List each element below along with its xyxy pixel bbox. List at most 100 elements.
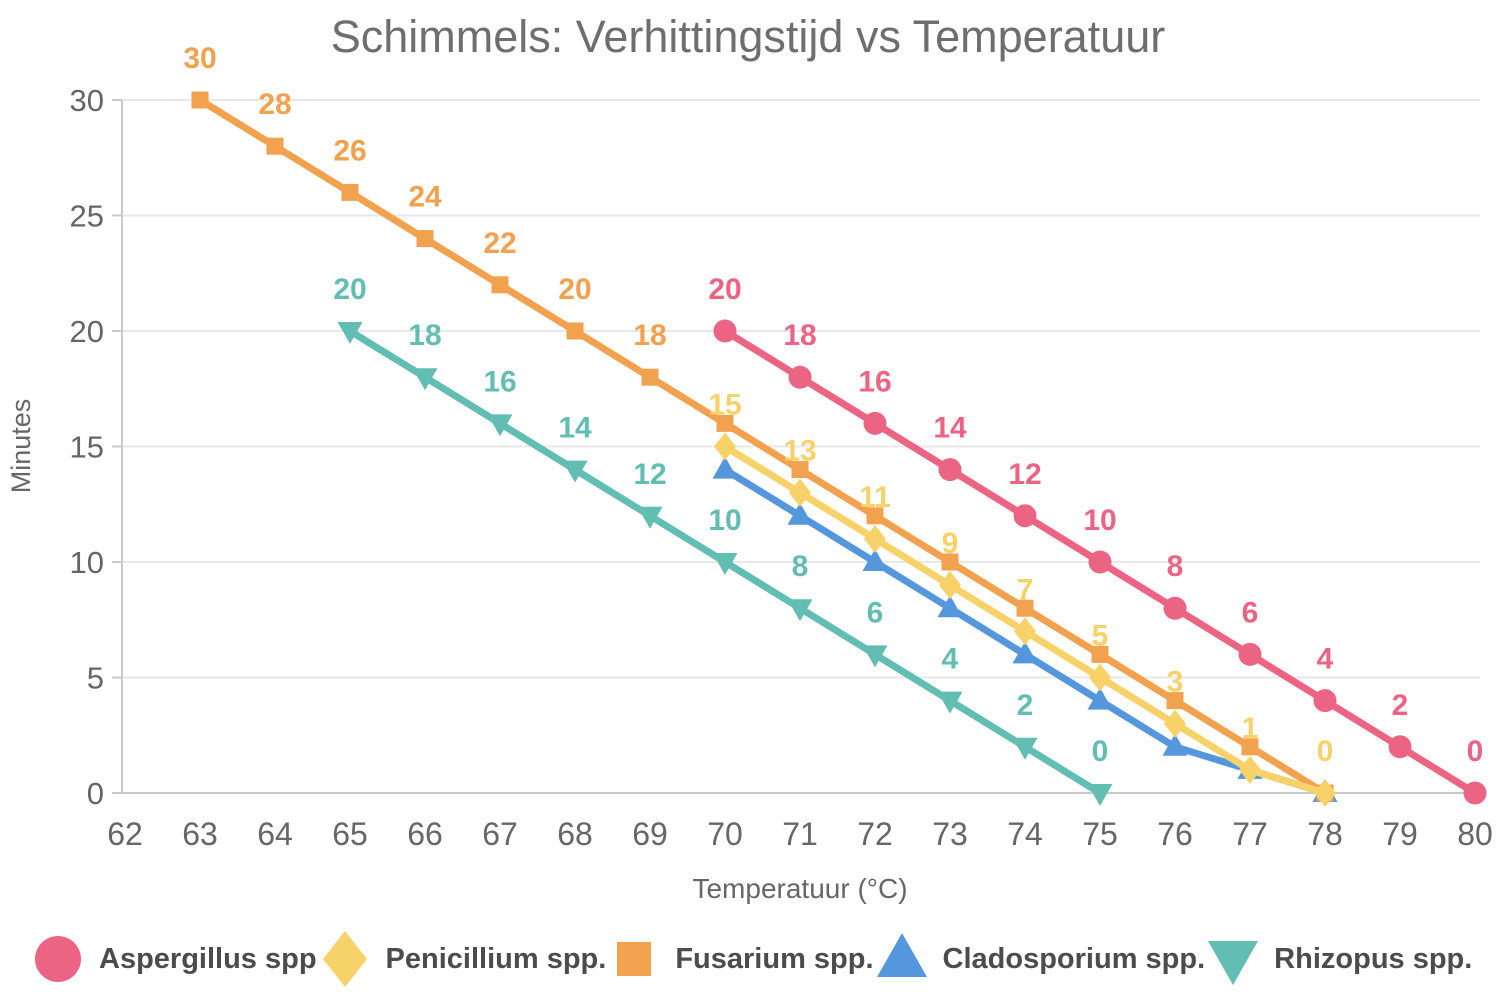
x-tick-label: 76 [1157, 816, 1193, 852]
marker-rhizopus-spp [637, 506, 663, 529]
marker-penicillium-spp [1239, 755, 1261, 784]
y-tick-label: 5 [87, 661, 104, 696]
marker-fusarium-spp [641, 368, 659, 386]
y-tick-label: 10 [70, 545, 104, 580]
x-tick-label: 77 [1232, 816, 1268, 852]
legend-marker-penicillium-spp [322, 931, 367, 987]
fusarium-spp-legend-square-icon [617, 942, 652, 976]
rhizopus-spp-legend-triangle-down-icon [1208, 941, 1259, 985]
point-label-layer: 2018161412108642015131197531030282624222… [183, 42, 1483, 768]
point-label-rhizopus-spp: 12 [633, 458, 666, 491]
marker-aspergillus-spp [788, 365, 812, 389]
point-label-penicillium-spp: 13 [783, 435, 816, 468]
x-tick-label: 78 [1307, 816, 1343, 852]
legend-label-fusarium-spp: Fusarium spp. [675, 942, 874, 975]
marker-fusarium-spp [791, 461, 809, 479]
point-label-rhizopus-spp: 10 [708, 504, 741, 537]
point-label-aspergillus-spp: 18 [783, 319, 816, 352]
x-axis-title: Temperatuur (°C) [692, 873, 907, 904]
point-label-rhizopus-spp: 4 [942, 643, 959, 676]
point-label-fusarium-spp: 26 [333, 134, 366, 167]
point-label-rhizopus-spp: 0 [1092, 735, 1109, 768]
point-label-fusarium-spp: 20 [558, 273, 591, 306]
marker-aspergillus-spp [1388, 735, 1412, 759]
point-label-rhizopus-spp: 14 [558, 412, 592, 445]
legend-marker-aspergillus-spp [35, 936, 81, 982]
marker-rhizopus-spp [337, 322, 363, 344]
marker-cladosporium-spp [937, 595, 963, 618]
legend-item-rhizopus-spp[interactable]: Rhizopus spp. [1205, 930, 1472, 988]
legend-item-fusarium-spp[interactable]: Fusarium spp. [606, 930, 874, 988]
marker-aspergillus-spp [1088, 550, 1112, 574]
marker-aspergillus-spp [1163, 596, 1187, 620]
legend-marker-cladosporium-spp [876, 933, 927, 977]
marker-penicillium-spp [714, 432, 736, 461]
marker-fusarium-spp [341, 183, 359, 201]
marker-fusarium-spp [941, 553, 959, 571]
point-label-aspergillus-spp: 0 [1467, 735, 1484, 768]
legend-item-aspergillus-spp[interactable]: Aspergillus spp [30, 930, 317, 988]
point-label-rhizopus-spp: 2 [1017, 689, 1034, 722]
point-label-penicillium-spp: 1 [1242, 712, 1259, 745]
point-label-fusarium-spp: 24 [408, 181, 442, 214]
point-label-aspergillus-spp: 14 [933, 412, 967, 445]
point-label-penicillium-spp: 9 [942, 527, 959, 560]
x-tick-label: 71 [782, 816, 818, 852]
x-tick-label: 73 [932, 816, 968, 852]
marker-rhizopus-spp [862, 645, 888, 668]
point-label-aspergillus-spp: 2 [1392, 689, 1409, 722]
point-label-aspergillus-spp: 20 [708, 273, 741, 306]
marker-fusarium-spp [416, 230, 434, 248]
marker-fusarium-spp [1016, 599, 1034, 617]
marker-fusarium-spp [191, 91, 209, 109]
x-tick-label: 64 [257, 816, 293, 852]
marker-rhizopus-spp [562, 460, 588, 483]
y-tick-label: 15 [70, 430, 104, 465]
x-tick-label: 65 [332, 816, 368, 852]
point-label-rhizopus-spp: 6 [867, 596, 884, 629]
y-axis-title: Minutes [6, 399, 36, 494]
point-label-fusarium-spp: 22 [483, 227, 516, 260]
marker-penicillium-spp [939, 571, 961, 600]
legend-item-cladosporium-spp[interactable]: Cladosporium spp. [874, 930, 1205, 988]
marker-rhizopus-spp [487, 414, 513, 437]
marker-fusarium-spp [1166, 692, 1184, 710]
marker-penicillium-spp [1014, 617, 1036, 646]
x-tick-label: 74 [1007, 816, 1043, 852]
legend-item-penicillium-spp[interactable]: Penicillium spp. [317, 930, 606, 988]
legend-marker-rhizopus-spp [1208, 941, 1259, 985]
marker-fusarium-spp [1091, 645, 1109, 663]
x-tick-label: 80 [1457, 816, 1493, 852]
series-line-fusarium-spp [196, 96, 1329, 797]
x-tick-label: 70 [707, 816, 743, 852]
series-layer [191, 91, 1487, 807]
legend: Aspergillus spp Penicillium spp. Fusarium … [0, 924, 1500, 994]
marker-aspergillus-spp [1238, 642, 1262, 666]
marker-rhizopus-spp [937, 691, 963, 714]
point-label-penicillium-spp: 7 [1017, 573, 1034, 606]
x-tick-label: 67 [482, 816, 518, 852]
point-label-penicillium-spp: 0 [1317, 735, 1334, 768]
x-tick-label: 68 [557, 816, 593, 852]
point-label-rhizopus-spp: 18 [408, 319, 441, 352]
point-label-rhizopus-spp: 8 [792, 550, 809, 583]
point-label-aspergillus-spp: 6 [1242, 596, 1259, 629]
marker-aspergillus-spp [713, 319, 737, 343]
point-label-penicillium-spp: 11 [859, 481, 891, 514]
marker-fusarium-spp [716, 414, 734, 432]
point-label-rhizopus-spp: 20 [333, 273, 366, 306]
x-tick-label: 66 [407, 816, 443, 852]
point-label-aspergillus-spp: 10 [1083, 504, 1116, 537]
y-tick-label: 0 [87, 776, 104, 811]
point-label-fusarium-spp: 18 [633, 319, 666, 352]
marker-rhizopus-spp [1087, 784, 1113, 806]
marker-rhizopus-spp [712, 553, 738, 575]
marker-fusarium-spp [866, 507, 884, 525]
x-tick-label: 69 [632, 816, 668, 852]
y-tick-label: 20 [70, 314, 104, 349]
marker-cladosporium-spp [1087, 687, 1113, 710]
aspergillus-spp-legend-circle-icon [35, 936, 81, 982]
penicillium-spp-legend-diamond-icon [322, 931, 367, 987]
marker-rhizopus-spp [787, 599, 813, 622]
legend-marker-fusarium-spp [617, 942, 652, 976]
